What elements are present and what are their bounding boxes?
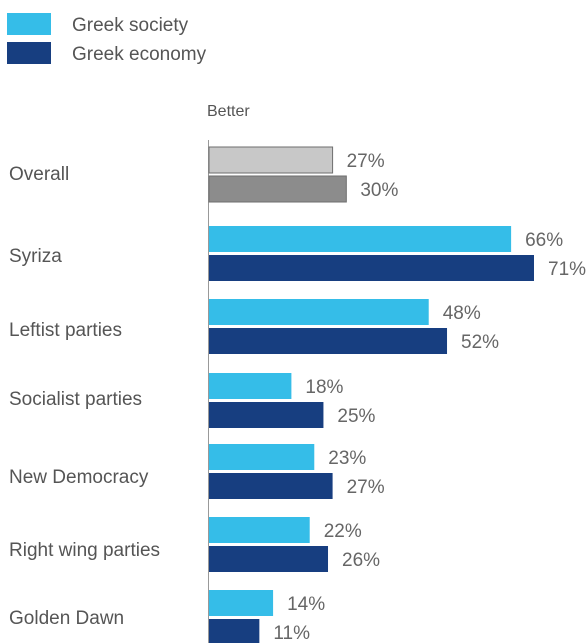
bar-golden-dawn-greek-economy <box>209 619 260 643</box>
bar-overall-greek-society <box>208 146 334 174</box>
value-label-new-democracy-greek-economy: 27% <box>347 477 385 498</box>
bar-new-democracy-greek-economy <box>209 473 333 499</box>
axis-title: Better <box>207 103 250 120</box>
bar-right-wing-parties-greek-economy <box>209 546 329 572</box>
value-label-golden-dawn-greek-economy: 11% <box>273 623 310 643</box>
category-label-syriza: Syriza <box>9 246 62 267</box>
legend-label-greek-economy: Greek economy <box>72 44 207 65</box>
category-label-overall: Overall <box>9 164 69 185</box>
value-label-overall-greek-society: 27% <box>347 151 385 172</box>
value-label-right-wing-parties-greek-economy: 26% <box>342 550 380 571</box>
bar-leftist-parties-greek-economy <box>209 328 448 354</box>
value-label-overall-greek-economy: 30% <box>360 180 398 201</box>
value-label-leftist-parties-greek-economy: 52% <box>461 332 499 353</box>
category-label-new-democracy: New Democracy <box>9 467 149 488</box>
bar-socialist-parties-greek-economy <box>209 402 324 428</box>
value-label-syriza-greek-society: 66% <box>525 230 563 251</box>
legend-label-greek-society: Greek society <box>72 15 189 36</box>
bar-new-democracy-greek-society <box>209 444 315 470</box>
value-label-golden-dawn-greek-society: 14% <box>287 594 325 615</box>
category-label-socialist-parties: Socialist parties <box>9 389 142 410</box>
legend-swatch-greek-economy <box>7 42 51 64</box>
value-label-right-wing-parties-greek-society: 22% <box>324 521 362 542</box>
bar-socialist-parties-greek-society <box>209 373 292 399</box>
bar-right-wing-parties-greek-society <box>209 517 310 543</box>
legend-swatch-greek-society <box>7 13 51 35</box>
category-label-leftist-parties: Leftist parties <box>9 320 122 341</box>
value-label-socialist-parties-greek-society: 18% <box>305 377 343 398</box>
legend: Greek society Greek economy <box>7 13 207 65</box>
category-label-right-wing-parties: Right wing parties <box>9 540 160 561</box>
value-label-socialist-parties-greek-economy: 25% <box>337 406 375 427</box>
category-label-golden-dawn: Golden Dawn <box>9 608 124 629</box>
bars: 27% 30% 66% 71% 48% 52% 18% 25% 23% 27% 22% 26% 14% 1… <box>208 146 586 643</box>
value-label-leftist-parties-greek-society: 48% <box>443 303 481 324</box>
value-label-new-democracy-greek-society: 23% <box>328 448 366 469</box>
bar-syriza-greek-society <box>209 226 512 252</box>
bar-syriza-greek-economy <box>209 255 534 281</box>
bar-overall-greek-economy <box>208 175 347 203</box>
value-label-syriza-greek-economy: 71% <box>548 259 586 280</box>
bar-golden-dawn-greek-society <box>209 590 274 616</box>
bar-leftist-parties-greek-society <box>209 299 429 325</box>
